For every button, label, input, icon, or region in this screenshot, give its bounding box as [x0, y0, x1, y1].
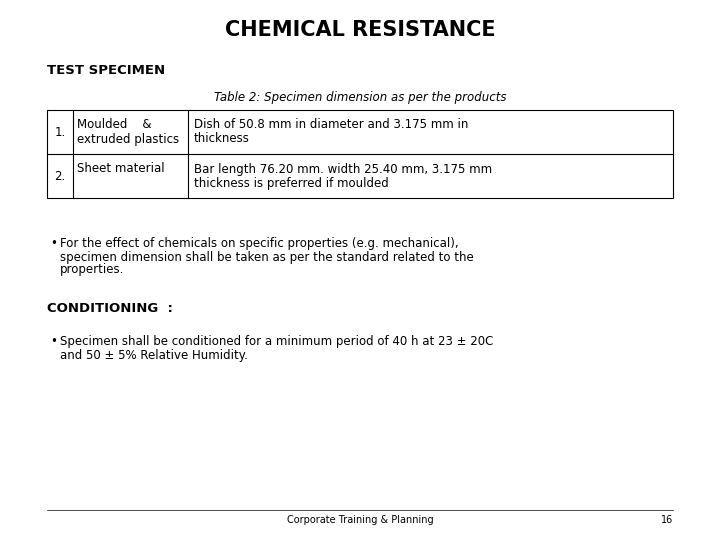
Text: CHEMICAL RESISTANCE: CHEMICAL RESISTANCE	[225, 20, 495, 40]
Text: TEST SPECIMEN: TEST SPECIMEN	[47, 64, 165, 77]
Text: Moulded    &: Moulded &	[77, 118, 151, 132]
Text: •: •	[50, 237, 57, 249]
Text: and 50 ± 5% Relative Humidity.: and 50 ± 5% Relative Humidity.	[60, 348, 248, 361]
Text: thickness is preferred if moulded: thickness is preferred if moulded	[194, 177, 389, 190]
Text: Table 2: Specimen dimension as per the products: Table 2: Specimen dimension as per the p…	[214, 91, 506, 104]
Text: For the effect of chemicals on specific properties (e.g. mechanical),: For the effect of chemicals on specific …	[60, 238, 459, 251]
Text: 16: 16	[661, 515, 673, 525]
Text: Corporate Training & Planning: Corporate Training & Planning	[287, 515, 433, 525]
Text: extruded plastics: extruded plastics	[77, 132, 179, 145]
Text: properties.: properties.	[60, 264, 125, 276]
Text: 1.: 1.	[55, 125, 66, 138]
Text: Dish of 50.8 mm in diameter and 3.175 mm in: Dish of 50.8 mm in diameter and 3.175 mm…	[194, 118, 469, 132]
Text: Specimen shall be conditioned for a minimum period of 40 h at 23 ± 20C: Specimen shall be conditioned for a mini…	[60, 335, 493, 348]
Text: CONDITIONING  :: CONDITIONING :	[47, 301, 173, 314]
Text: Bar length 76.20 mm. width 25.40 mm, 3.175 mm: Bar length 76.20 mm. width 25.40 mm, 3.1…	[194, 163, 492, 176]
Text: Sheet material: Sheet material	[77, 163, 165, 176]
Bar	[47, 110, 673, 198]
Text: specimen dimension shall be taken as per the standard related to the: specimen dimension shall be taken as per…	[60, 251, 474, 264]
Text: 2.: 2.	[55, 170, 66, 183]
Text: thickness: thickness	[194, 132, 250, 145]
Text: •: •	[50, 334, 57, 348]
